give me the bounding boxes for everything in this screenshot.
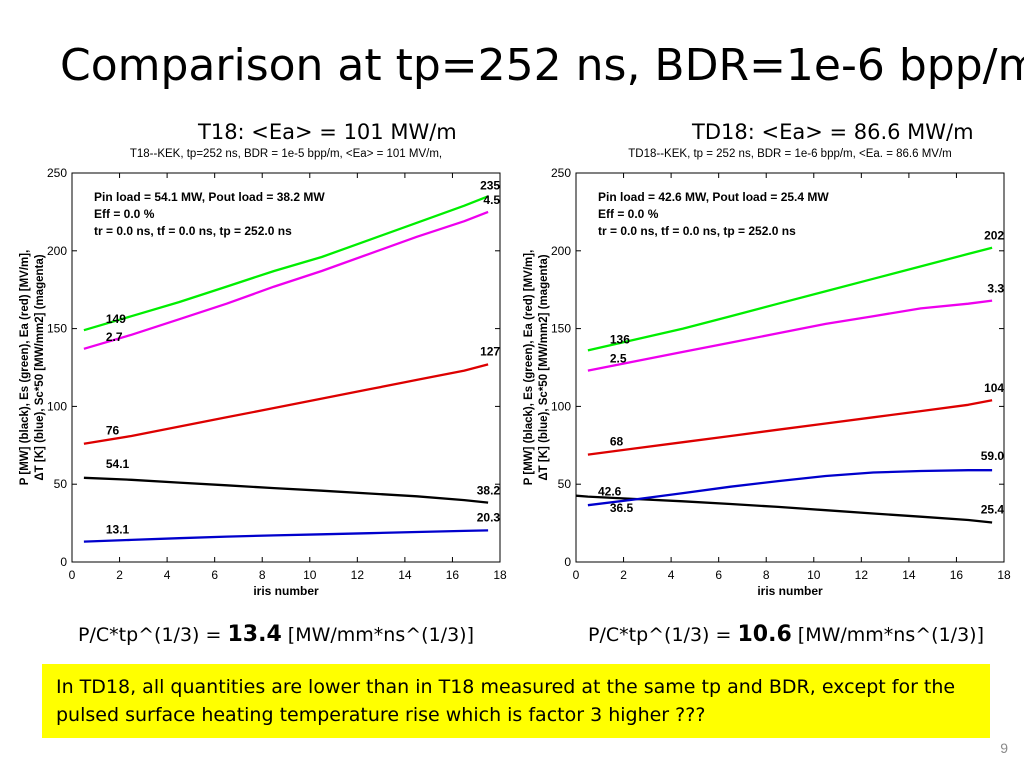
y-tick-label: 150 (47, 322, 67, 336)
series-line-2 (83, 363, 489, 445)
point-label: 136 (610, 332, 630, 346)
t18-metric-value: 13.4 (227, 622, 282, 647)
x-tick-label: 12 (351, 568, 365, 582)
x-tick-label: 4 (164, 568, 171, 582)
x-tick-label: 6 (211, 568, 218, 582)
td18-metric-value: 10.6 (737, 622, 792, 647)
y-tick-label: 50 (54, 477, 68, 491)
point-label: 13.1 (106, 523, 130, 537)
param-text: Pin load = 42.6 MW, Pout load = 25.4 MW (598, 190, 829, 204)
plot-frame (575, 172, 1005, 563)
point-label: 42.6 (598, 485, 622, 499)
y-tick-label: 200 (47, 244, 67, 258)
t18-metric: P/C*tp^(1/3) = 13.4 [MW/mm*ns^(1/3)] (78, 622, 474, 647)
y-tick-label: 0 (564, 555, 571, 569)
x-tick-label: 4 (668, 568, 675, 582)
y-axis-label-line2: ΔT [K] (blue), Sc*50 [MW/mm2] (magenta) (34, 254, 46, 480)
x-tick-label: 2 (116, 568, 123, 582)
y-tick-label: 100 (47, 399, 67, 413)
point-label: 68 (610, 435, 624, 449)
chart-title: T18--KEK, tp=252 ns, BDR = 1e-5 bpp/m, <… (130, 148, 442, 160)
t18-metric-label: P/C*tp^(1/3) = (78, 624, 228, 646)
param-text: Eff = 0.0 % (94, 207, 155, 221)
x-tick-label: 18 (493, 568, 507, 582)
param-text: Eff = 0.0 % (598, 207, 659, 221)
td18-panel-heading: TD18: <Ea> = 86.6 MW/m (692, 120, 974, 144)
page-number: 9 (1000, 740, 1008, 756)
y-tick-label: 150 (551, 322, 571, 336)
param-text: Pin load = 54.1 MW, Pout load = 38.2 MW (94, 190, 325, 204)
point-label: 54.1 (106, 457, 130, 471)
point-label: 38.2 (477, 484, 501, 498)
x-tick-label: 8 (259, 568, 266, 582)
chart-title: TD18--KEK, tp = 252 ns, BDR = 1e-6 bpp/m… (628, 148, 951, 160)
point-label: 76 (106, 424, 120, 438)
point-label: 235 (480, 178, 500, 192)
x-tick-label: 14 (902, 568, 916, 582)
point-label: 59.0 (981, 449, 1005, 463)
slide-title: Comparison at tp=252 ns, BDR=1e-6 bpp/m (60, 40, 1024, 91)
x-tick-label: 10 (303, 568, 317, 582)
t18-metric-unit: [MW/mm*ns^(1/3)] (281, 624, 474, 646)
point-label: 127 (480, 344, 500, 358)
t18-panel-heading: T18: <Ea> = 101 MW/m (198, 120, 457, 144)
series-line-3 (575, 494, 993, 524)
series-line-0 (587, 246, 993, 352)
x-tick-label: 18 (997, 568, 1011, 582)
note-box: In TD18, all quantities are lower than i… (42, 664, 990, 738)
series-line-3 (83, 476, 489, 504)
series-line-1 (83, 210, 489, 350)
series-line-2 (587, 399, 993, 456)
series-line-1 (587, 299, 993, 372)
y-tick-label: 50 (558, 477, 572, 491)
plot-frame (71, 172, 501, 563)
x-tick-label: 2 (620, 568, 627, 582)
x-tick-label: 8 (763, 568, 770, 582)
y-axis-label-line1: P [MW] (black), Es (green), Ea (red) [MV… (523, 250, 535, 486)
point-label: 4.5 (483, 193, 500, 207)
y-tick-label: 100 (551, 399, 571, 413)
x-tick-label: 12 (855, 568, 869, 582)
point-label: 36.5 (610, 501, 634, 515)
t18-chart: T18--KEK, tp=252 ns, BDR = 1e-5 bpp/m, <… (19, 148, 507, 598)
x-tick-label: 0 (69, 568, 76, 582)
point-label: 25.4 (981, 502, 1005, 516)
y-tick-label: 250 (47, 166, 67, 180)
x-axis-label: iris number (253, 584, 319, 598)
td18-chart: TD18--KEK, tp = 252 ns, BDR = 1e-6 bpp/m… (523, 148, 1011, 598)
x-tick-label: 6 (715, 568, 722, 582)
y-tick-label: 0 (60, 555, 67, 569)
x-tick-label: 0 (573, 568, 580, 582)
point-label: 20.3 (477, 510, 501, 524)
x-tick-label: 16 (446, 568, 460, 582)
y-axis-label-line1: P [MW] (black), Es (green), Ea (red) [MV… (19, 250, 31, 486)
point-label: 2.7 (106, 330, 123, 344)
x-tick-label: 14 (398, 568, 412, 582)
point-label: 2.5 (610, 352, 627, 366)
x-axis-label: iris number (757, 584, 823, 598)
series-line-4 (587, 469, 993, 507)
series-line-0 (83, 195, 489, 332)
td18-metric-label: P/C*tp^(1/3) = (588, 624, 738, 646)
param-text: tr = 0.0 ns, tf = 0.0 ns, tp = 252.0 ns (598, 224, 796, 238)
point-label: 3.3 (987, 282, 1004, 296)
td18-metric-unit: [MW/mm*ns^(1/3)] (791, 624, 984, 646)
y-axis-label-line2: ΔT [K] (blue), Sc*50 [MW/mm2] (magenta) (538, 254, 550, 480)
point-label: 202 (984, 229, 1004, 243)
x-tick-label: 16 (950, 568, 964, 582)
param-text: tr = 0.0 ns, tf = 0.0 ns, tp = 252.0 ns (94, 224, 292, 238)
series-line-4 (83, 529, 489, 543)
y-tick-label: 250 (551, 166, 571, 180)
point-label: 149 (106, 312, 126, 326)
x-tick-label: 10 (807, 568, 821, 582)
y-tick-label: 200 (551, 244, 571, 258)
td18-metric: P/C*tp^(1/3) = 10.6 [MW/mm*ns^(1/3)] (588, 622, 984, 647)
point-label: 104 (984, 381, 1004, 395)
